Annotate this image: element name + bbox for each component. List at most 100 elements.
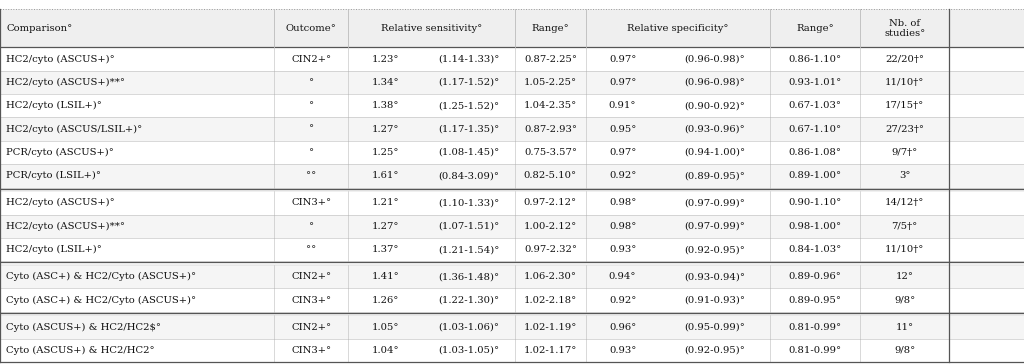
Text: 1.25°: 1.25° [372,148,399,157]
Text: (0.94-1.00)°: (0.94-1.00)° [684,148,745,157]
Text: 7/5†°: 7/5†° [892,222,918,231]
Text: (0.92-0.95)°: (0.92-0.95)° [684,346,745,355]
Text: Range°: Range° [531,24,569,33]
Text: (0.96-0.98)°: (0.96-0.98)° [684,78,745,87]
Text: °°: °° [306,245,316,254]
Text: 0.75-3.57°: 0.75-3.57° [524,148,577,157]
Text: 14/12†°: 14/12†° [885,198,925,207]
Text: 0.93°: 0.93° [609,245,636,254]
Text: 0.97°: 0.97° [609,55,636,63]
Text: 0.97-2.32°: 0.97-2.32° [524,245,577,254]
Text: 11°: 11° [896,323,913,332]
Text: (1.03-1.06)°: (1.03-1.06)° [438,323,500,332]
Text: Nb. of
studies°: Nb. of studies° [884,19,926,38]
Text: Relative sensitivity°: Relative sensitivity° [381,24,482,33]
Text: 0.87-2.25°: 0.87-2.25° [524,55,577,63]
Text: (1.17-1.35)°: (1.17-1.35)° [438,124,500,134]
Text: Range°: Range° [797,24,834,33]
Text: PCR/cyto (ASCUS+)°: PCR/cyto (ASCUS+)° [6,148,114,157]
Text: HC2/cyto (ASCUS+)**°: HC2/cyto (ASCUS+)**° [6,78,125,87]
Text: CIN2+°: CIN2+° [291,323,332,332]
Text: 12°: 12° [896,272,913,281]
Text: °: ° [308,124,314,134]
Text: 1.06-2.30°: 1.06-2.30° [524,272,577,281]
Text: 1.04-2.35°: 1.04-2.35° [523,101,578,110]
Text: CIN2+°: CIN2+° [291,272,332,281]
Text: HC2/cyto (ASCUS+)°: HC2/cyto (ASCUS+)° [6,55,115,64]
Text: 0.96°: 0.96° [609,323,636,332]
Text: 0.93-1.01°: 0.93-1.01° [788,78,842,87]
Text: 0.82-5.10°: 0.82-5.10° [524,171,577,181]
Text: (0.93-0.96)°: (0.93-0.96)° [684,124,745,134]
Text: 17/15†°: 17/15†° [885,101,925,110]
Text: 0.89-1.00°: 0.89-1.00° [788,171,842,181]
Text: HC2/cyto (LSIL+)°: HC2/cyto (LSIL+)° [6,245,102,254]
Text: 0.84-1.03°: 0.84-1.03° [788,245,842,254]
Text: 0.87-2.93°: 0.87-2.93° [524,124,577,134]
Bar [0,265,1024,288]
Text: 1.02-1.17°: 1.02-1.17° [523,346,578,355]
Text: 1.02-1.19°: 1.02-1.19° [523,323,578,332]
Text: °: ° [308,78,314,87]
Text: 1.34°: 1.34° [372,78,399,87]
Bar [0,118,1024,141]
Text: (1.25-1.52)°: (1.25-1.52)° [438,101,500,110]
Text: 0.89-0.95°: 0.89-0.95° [788,296,842,305]
Text: 0.97-2.12°: 0.97-2.12° [524,198,577,207]
Text: HC2/cyto (LSIL+)°: HC2/cyto (LSIL+)° [6,101,102,110]
Text: 27/23†°: 27/23†° [885,124,925,134]
Text: (0.97-0.99)°: (0.97-0.99)° [684,198,745,207]
Text: 0.86-1.10°: 0.86-1.10° [788,55,842,63]
Bar [0,316,1024,339]
Text: Cyto (ASCUS+) & HC2/HC2$°: Cyto (ASCUS+) & HC2/HC2$° [6,323,161,332]
Text: Cyto (ASC+) & HC2/Cyto (ASCUS+)°: Cyto (ASC+) & HC2/Cyto (ASCUS+)° [6,272,197,281]
Text: 9/8°: 9/8° [894,346,915,355]
Bar [0,215,1024,238]
Text: 1.21°: 1.21° [372,198,399,207]
Text: (0.92-0.95)°: (0.92-0.95)° [684,245,745,254]
Text: 22/20†°: 22/20†° [885,55,925,63]
Text: (0.84-3.09)°: (0.84-3.09)° [438,171,500,181]
Text: °: ° [308,222,314,231]
Text: (1.14-1.33)°: (1.14-1.33)° [438,55,500,63]
Text: 0.67-1.03°: 0.67-1.03° [788,101,842,110]
Text: 0.91°: 0.91° [609,101,636,110]
Text: °: ° [308,101,314,110]
Text: °: ° [308,148,314,157]
Text: 1.26°: 1.26° [372,296,399,305]
Text: 9/7†°: 9/7†° [892,148,918,157]
Text: 0.90-1.10°: 0.90-1.10° [788,198,842,207]
Text: 0.86-1.08°: 0.86-1.08° [788,148,842,157]
Text: 0.97°: 0.97° [609,148,636,157]
Text: (1.07-1.51)°: (1.07-1.51)° [438,222,500,231]
Text: 0.81-0.99°: 0.81-0.99° [788,323,842,332]
Text: 0.97°: 0.97° [609,78,636,87]
Text: 1.27°: 1.27° [372,124,399,134]
Text: 0.93°: 0.93° [609,346,636,355]
Text: Cyto (ASC+) & HC2/Cyto (ASCUS+)°: Cyto (ASC+) & HC2/Cyto (ASCUS+)° [6,296,197,305]
Bar [0,71,1024,94]
Text: (1.03-1.05)°: (1.03-1.05)° [438,346,500,355]
Text: (1.22-1.30)°: (1.22-1.30)° [438,296,500,305]
Text: 1.00-2.12°: 1.00-2.12° [523,222,578,231]
Text: (1.10-1.33)°: (1.10-1.33)° [438,198,500,207]
Text: Comparison°: Comparison° [6,24,73,33]
Text: CIN2+°: CIN2+° [291,55,332,63]
Text: (1.21-1.54)°: (1.21-1.54)° [438,245,500,254]
Text: HC2/cyto (ASCUS/LSIL+)°: HC2/cyto (ASCUS/LSIL+)° [6,124,142,134]
Text: 1.61°: 1.61° [372,171,399,181]
Text: 0.94°: 0.94° [609,272,636,281]
Text: 1.38°: 1.38° [372,101,399,110]
Text: 1.05-2.25°: 1.05-2.25° [524,78,577,87]
Text: 0.98-1.00°: 0.98-1.00° [788,222,842,231]
Text: (1.08-1.45)°: (1.08-1.45)° [438,148,500,157]
Text: CIN3+°: CIN3+° [291,296,332,305]
Text: (0.90-0.92)°: (0.90-0.92)° [684,101,745,110]
Text: CIN3+°: CIN3+° [291,198,332,207]
Text: 11/10†°: 11/10†° [885,78,925,87]
Text: °°: °° [306,171,316,181]
Text: 1.27°: 1.27° [372,222,399,231]
Text: (0.91-0.93)°: (0.91-0.93)° [684,296,745,305]
Text: 1.02-2.18°: 1.02-2.18° [523,296,578,305]
Text: (0.96-0.98)°: (0.96-0.98)° [684,55,745,63]
